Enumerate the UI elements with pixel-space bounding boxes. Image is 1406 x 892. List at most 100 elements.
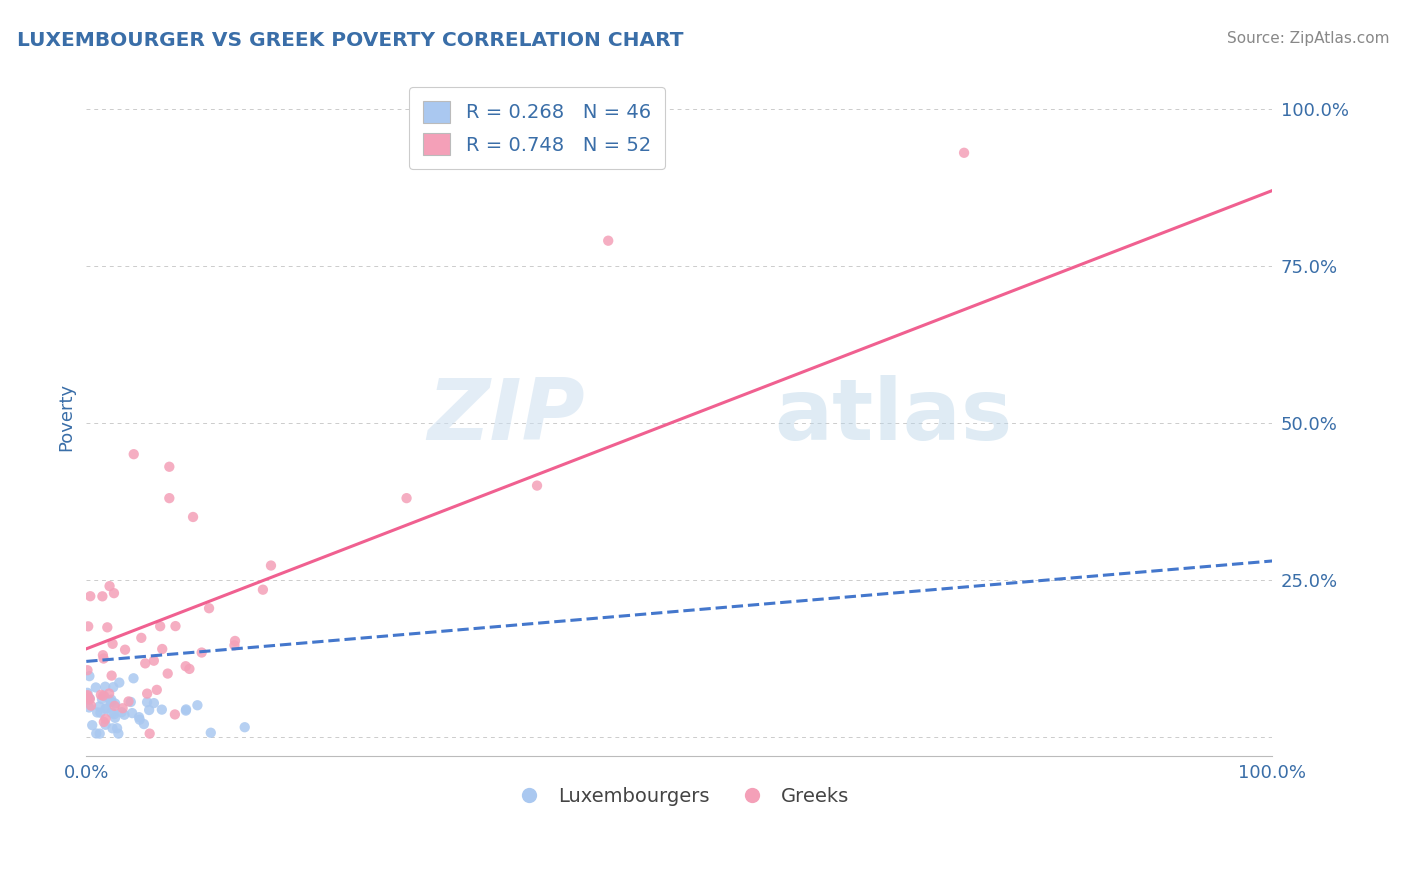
Point: [84, 726, 107, 740]
Point: [94, 701, 117, 715]
Point: [79, 669, 101, 683]
Point: [395, 491, 418, 505]
Point: [100, 668, 122, 682]
Point: [186, 698, 208, 713]
Point: [98, 694, 121, 708]
Point: [149, 619, 172, 633]
Point: [598, 234, 620, 248]
Point: [138, 726, 160, 740]
Point: [105, 721, 128, 735]
Point: [76, 663, 98, 677]
Point: [111, 701, 134, 715]
Point: [98, 686, 121, 700]
Point: [224, 638, 246, 652]
Point: [122, 447, 145, 461]
Point: [526, 478, 548, 492]
Point: [86, 706, 108, 720]
Point: [103, 680, 125, 694]
Point: [94, 718, 117, 732]
Point: [80, 698, 103, 713]
Point: [117, 694, 139, 708]
Point: [76, 688, 98, 702]
Point: [101, 706, 124, 720]
Point: [233, 720, 256, 734]
Point: [110, 705, 132, 719]
Point: [120, 695, 142, 709]
Point: [174, 702, 197, 716]
Point: [103, 698, 125, 713]
Point: [89, 699, 111, 714]
Point: [91, 590, 114, 604]
Point: [93, 651, 115, 665]
Point: [142, 696, 165, 710]
Point: [91, 648, 114, 663]
Point: [252, 582, 274, 597]
Point: [157, 491, 180, 505]
Point: [90, 688, 112, 702]
Point: [138, 703, 160, 717]
Point: [108, 675, 131, 690]
Point: [89, 726, 111, 740]
Point: [82, 718, 104, 732]
Text: Source: ZipAtlas.com: Source: ZipAtlas.com: [1226, 31, 1389, 46]
Point: [79, 589, 101, 603]
Point: [163, 707, 186, 722]
Point: [100, 692, 122, 706]
Point: [114, 642, 136, 657]
Text: atlas: atlas: [775, 375, 1012, 458]
Point: [101, 721, 124, 735]
Y-axis label: Poverty: Poverty: [58, 383, 75, 450]
Text: ZIP: ZIP: [427, 375, 585, 458]
Point: [79, 692, 101, 706]
Point: [174, 659, 197, 673]
Point: [142, 654, 165, 668]
Point: [179, 662, 201, 676]
Point: [96, 620, 118, 634]
Point: [93, 690, 115, 704]
Point: [190, 646, 212, 660]
Point: [98, 579, 121, 593]
Point: [107, 726, 129, 740]
Point: [198, 601, 221, 615]
Point: [103, 586, 125, 600]
Point: [91, 692, 114, 706]
Point: [93, 714, 115, 729]
Point: [94, 680, 117, 694]
Point: [104, 697, 127, 711]
Point: [136, 695, 159, 709]
Point: [122, 671, 145, 685]
Point: [224, 634, 246, 648]
Point: [128, 713, 150, 727]
Point: [94, 712, 117, 726]
Point: [174, 704, 197, 718]
Point: [77, 692, 100, 706]
Point: [156, 666, 179, 681]
Point: [96, 701, 118, 715]
Point: [112, 707, 135, 722]
Point: [165, 619, 187, 633]
Point: [134, 657, 156, 671]
Point: [131, 631, 153, 645]
Point: [76, 690, 98, 704]
Text: LUXEMBOURGER VS GREEK POVERTY CORRELATION CHART: LUXEMBOURGER VS GREEK POVERTY CORRELATIO…: [17, 31, 683, 50]
Point: [136, 687, 159, 701]
Point: [132, 717, 155, 731]
Point: [100, 695, 122, 709]
Point: [84, 681, 107, 695]
Point: [77, 619, 100, 633]
Point: [79, 691, 101, 706]
Point: [128, 710, 150, 724]
Point: [91, 689, 114, 703]
Point: [150, 703, 173, 717]
Point: [76, 686, 98, 700]
Point: [103, 707, 125, 722]
Point: [104, 711, 127, 725]
Point: [150, 642, 173, 657]
Point: [146, 682, 169, 697]
Point: [89, 706, 111, 720]
Point: [260, 558, 283, 573]
Point: [953, 145, 976, 160]
Point: [200, 725, 222, 739]
Legend: Luxembourgers, Greeks: Luxembourgers, Greeks: [502, 779, 858, 814]
Point: [77, 700, 100, 714]
